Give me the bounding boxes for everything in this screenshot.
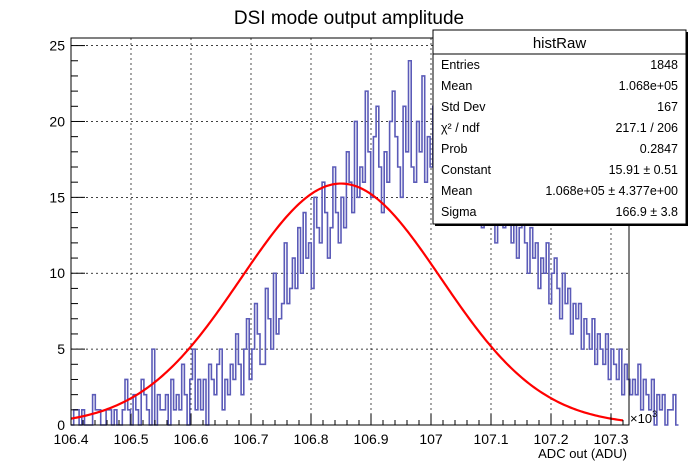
stats-row-value: 217.1 / 206 [615,121,678,135]
x-tick-label: 106.5 [113,431,148,447]
x-tick-label: 107 [419,431,443,447]
y-tick-label: 25 [49,38,65,54]
stats-box: histRaw Entries 1848 Mean 1.068e+05 Std Dev 16… [432,29,688,226]
x-axis-label: ADC out (ADU) [538,446,627,461]
histogram-series [71,59,679,426]
x-tick-label: 106.7 [233,431,268,447]
x-tick-label: 107.1 [473,431,508,447]
stats-row-label: Mean [441,184,472,198]
y-tick-label: 10 [49,265,65,281]
stats-row-label: Std Dev [441,100,486,114]
stats-row-value: 167 [657,100,678,114]
gaussian-fit-curve [70,182,624,422]
axes: 106.4 106.5 106.6 106.7 106.8 106.9 107 107.1 10… [49,38,628,447]
y-tick-label: 15 [49,189,65,205]
x-tick-label: 106.4 [53,431,88,447]
x-tick-label: 106.9 [353,431,388,447]
x-multiplier-exponent: 3 [652,409,657,419]
stats-row-value: 1848 [650,58,678,72]
x-axis-multiplier: ×103 [630,409,657,426]
stats-box-title: histRaw [533,35,587,52]
y-tick-label: 20 [49,113,65,129]
chart-title: DSI mode output amplitude [234,8,464,29]
stats-box-frame [432,29,687,225]
x-multiplier-base: ×10 [630,411,652,426]
y-tick-label: 0 [57,417,65,433]
stats-row-value: 15.91 ± 0.51 [609,163,678,177]
x-tick-label: 106.8 [293,431,328,447]
stats-row-value: 166.9 ± 3.8 [616,205,679,219]
y-tick-label: 5 [57,341,65,357]
stats-row-label: Entries [441,58,480,72]
stats-row-label: Mean [441,79,472,93]
histogram-steps [71,59,679,426]
stats-row-label: Sigma [441,205,476,219]
x-tick-label: 106.6 [173,431,208,447]
stats-row-value: 1.068e+05 [619,79,678,93]
x-tick-label: 107.2 [533,431,568,447]
stats-row-value: 0.2847 [640,142,678,156]
stats-row-label: Prob [441,142,467,156]
fit-curve-series [70,182,624,422]
plot-frame [70,37,630,426]
x-tick-label: 107.3 [593,431,628,447]
stats-row-value: 1.068e+05 ± 4.377e+00 [545,184,678,198]
stats-row-label: χ² / ndf [441,121,480,135]
stats-row-label: Constant [441,163,492,177]
